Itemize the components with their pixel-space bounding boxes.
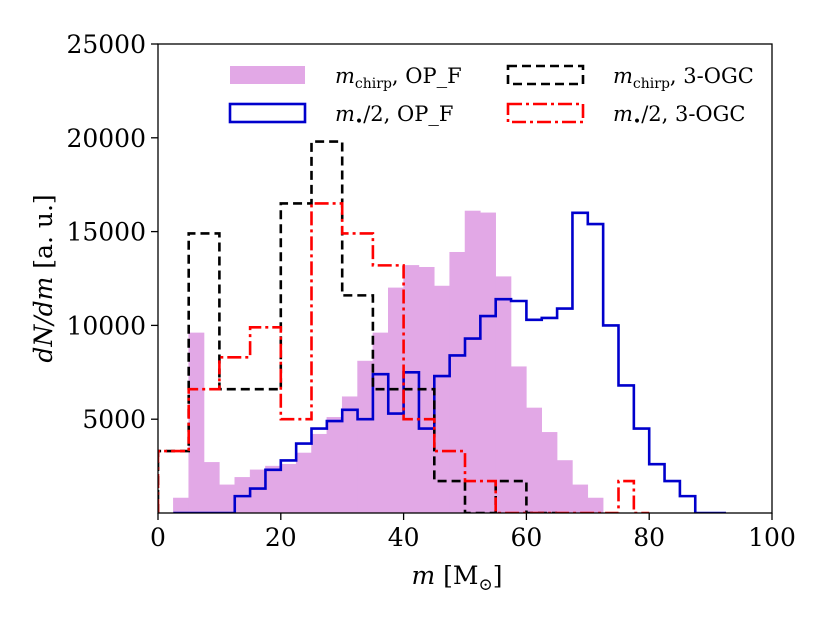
x-tick-label-5: 100 xyxy=(748,523,796,552)
legend-swatch-1 xyxy=(228,102,307,124)
bar-0-8 xyxy=(295,452,312,513)
legend-label-3: m•/2, 3-OGC xyxy=(613,102,746,130)
x-axis-label: m [M⊙] xyxy=(411,561,502,595)
bar-0-14 xyxy=(388,287,404,513)
bar-0-10 xyxy=(326,417,343,513)
plot-frame xyxy=(157,43,773,514)
bar-0-1 xyxy=(188,332,205,513)
bar-0-3 xyxy=(219,484,235,513)
x-tick-label-4: 80 xyxy=(633,523,665,552)
series-2-line xyxy=(158,140,558,513)
bar-0-23 xyxy=(526,407,543,513)
bar-0-22 xyxy=(510,366,527,513)
series-1-line xyxy=(173,211,726,513)
axes-layer: 0 20 40 60 80 100 5000 10000 15000 20000 25000 m [M… xyxy=(29,30,796,595)
bar-0-25 xyxy=(556,460,573,513)
y-tick-label-0: 5000 xyxy=(82,405,146,434)
legend-item-3: m•/2, 3-OGC xyxy=(506,102,746,130)
legend: mchirp, OP_F mchirp, 3-OGC m•/2, OP_F m•/2,… xyxy=(228,64,754,130)
legend-swatch-3 xyxy=(506,102,585,124)
bar-0-27 xyxy=(587,497,604,513)
bar-0-6 xyxy=(265,465,282,513)
bar-0-20 xyxy=(480,212,496,513)
legend-label-1: m•/2, OP_F xyxy=(335,102,453,130)
bar-0-12 xyxy=(357,360,374,513)
y-tick-label-2: 15000 xyxy=(66,218,146,247)
y-axis-label: dN/dm [a. u.] xyxy=(29,194,58,362)
series-3-line xyxy=(158,202,650,513)
series-0-bars xyxy=(173,210,604,513)
bar-0-7 xyxy=(280,463,297,513)
x-tick-label-1: 20 xyxy=(265,523,297,552)
y-tick-label-3: 20000 xyxy=(66,124,146,153)
bar-0-5 xyxy=(249,469,266,513)
bar-0-0 xyxy=(173,497,189,513)
bar-0-9 xyxy=(311,433,328,513)
bar-0-19 xyxy=(464,210,481,513)
legend-swatch-0 xyxy=(230,66,305,84)
x-tick-label-0: 0 xyxy=(150,523,166,552)
bar-0-26 xyxy=(572,484,589,513)
series-layer xyxy=(158,140,726,513)
legend-label-2: mchirp, 3-OGC xyxy=(613,64,754,92)
legend-item-0: mchirp, OP_F xyxy=(230,64,462,92)
bar-0-17 xyxy=(434,285,450,513)
legend-swatch-2 xyxy=(506,64,585,86)
y-tick-label-4: 25000 xyxy=(66,30,146,59)
x-tick-label-2: 40 xyxy=(388,523,420,552)
legend-item-1: m•/2, OP_F xyxy=(228,102,453,130)
legend-item-2: mchirp, 3-OGC xyxy=(506,64,754,92)
bar-0-21 xyxy=(495,276,512,513)
bar-0-24 xyxy=(541,432,558,513)
x-tick-label-3: 60 xyxy=(510,523,542,552)
bar-0-11 xyxy=(341,396,358,513)
y-tick-label-1: 10000 xyxy=(66,311,146,340)
legend-label-0: mchirp, OP_F xyxy=(335,64,462,92)
bar-0-13 xyxy=(372,332,389,513)
bar-0-18 xyxy=(449,251,466,513)
bar-0-2 xyxy=(203,462,220,513)
